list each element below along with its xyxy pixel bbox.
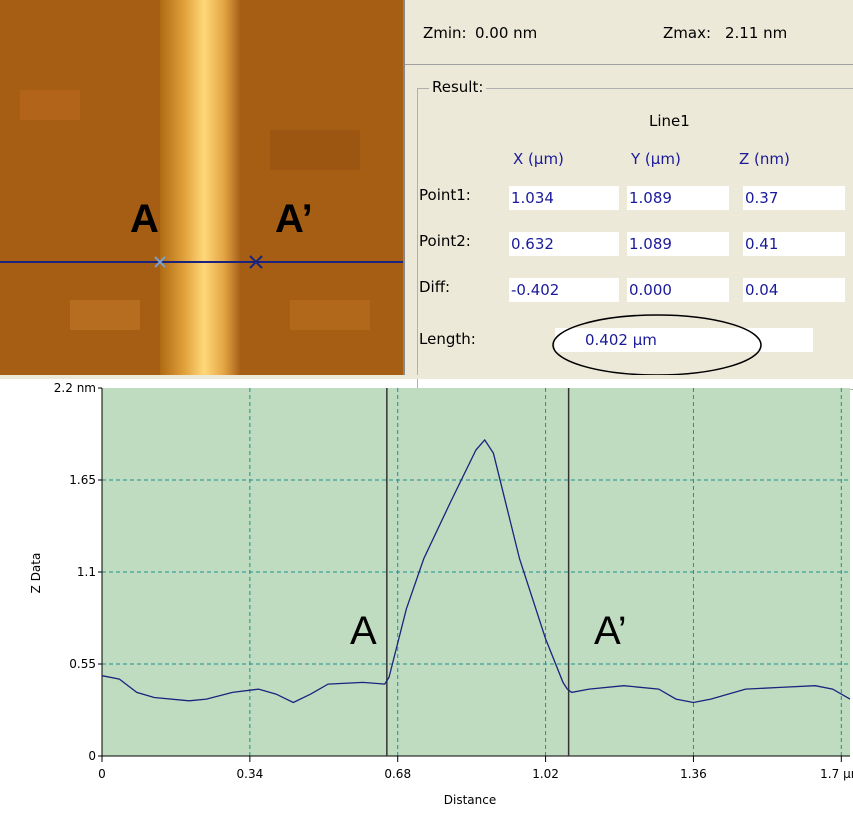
texture	[20, 90, 80, 120]
label-a-prime: A’	[275, 197, 313, 241]
row-label: Point2:	[419, 232, 471, 250]
line-label: Line1	[649, 112, 690, 130]
header: Y (µm)	[631, 150, 681, 168]
value-field: 0.41	[743, 232, 845, 256]
result-label: Result:	[429, 78, 486, 96]
length-label: Length:	[419, 330, 476, 348]
value-field: 0.000	[627, 278, 729, 302]
texture	[70, 300, 140, 330]
ridge	[160, 0, 240, 375]
row-label: Point1:	[419, 186, 471, 204]
value-field: 1.089	[627, 232, 729, 256]
zmax-label: Zmax:	[663, 24, 711, 42]
annotation: A	[350, 609, 377, 653]
value-field: 1.089	[627, 186, 729, 210]
afm-image: A A’	[0, 0, 403, 375]
divider	[405, 64, 853, 65]
texture	[270, 130, 360, 170]
x-axis-label: Distance	[444, 793, 496, 807]
y-tick-label: 0	[88, 749, 96, 763]
value-field: 0.04	[743, 278, 845, 302]
texture	[290, 300, 370, 330]
value-field: 0.632	[509, 232, 619, 256]
result-panel: Zmin: 0.00 nm Zmax: 2.11 nm Result: Line…	[405, 0, 853, 375]
row-label: Diff:	[419, 278, 450, 296]
y-tick-label: 1.65	[69, 473, 96, 487]
x-tick-label: 0.68	[384, 767, 411, 781]
y-axis-label: Z Data	[29, 553, 43, 594]
x-tick-label: 1.36	[680, 767, 707, 781]
page: A A’ Zmin: 0.00 nm Zmax: 2.11 nm Result:…	[0, 0, 853, 817]
zmax: 2.11 nm	[725, 24, 787, 42]
value-field: 1.034	[509, 186, 619, 210]
x-tick-label: 1.7 µm	[820, 767, 853, 781]
y-tick-label: 0.55	[69, 657, 96, 671]
header: Z (nm)	[739, 150, 790, 168]
label-a: A	[130, 197, 159, 241]
x-tick-label: 1.02	[532, 767, 559, 781]
value-field: 0.37	[743, 186, 845, 210]
highlight	[550, 312, 770, 378]
y-tick-label: 1.1	[77, 565, 96, 579]
x-tick-label: 0	[98, 767, 106, 781]
chart: Distance Z Data 0 0.55 1.1 1.65 2.2 nm 0 0.34 0…	[0, 379, 853, 817]
y-tick-label: 2.2 nm	[54, 381, 96, 395]
annotation: A’	[594, 609, 627, 653]
value-field: -0.402	[509, 278, 619, 302]
zmin: 0.00 nm	[475, 24, 537, 42]
x-tick-label: 0.34	[237, 767, 264, 781]
zmin-label: Zmin:	[423, 24, 467, 42]
header: X (µm)	[513, 150, 564, 168]
